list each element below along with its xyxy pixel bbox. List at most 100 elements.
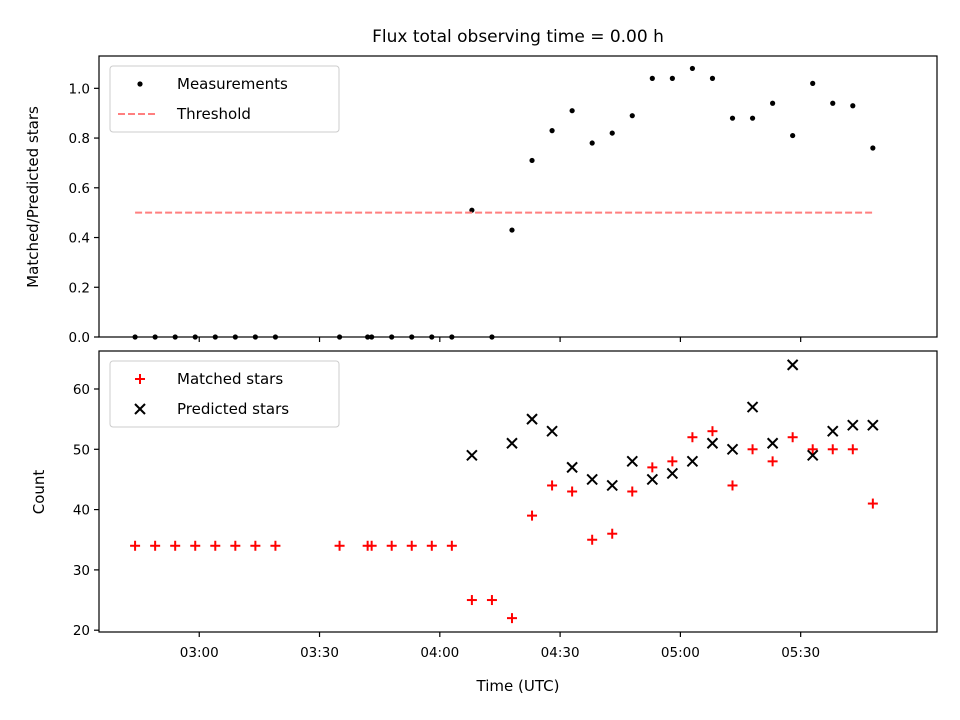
top-y-tick-label: 0.6 [69, 181, 90, 197]
top-data-point [569, 108, 575, 114]
top-data-point [429, 334, 435, 340]
bottom-data-point [667, 456, 678, 467]
bottom-legend-label: Predicted stars [177, 400, 289, 418]
bottom-data-point [687, 432, 698, 443]
top-y-tick-label: 0.0 [69, 330, 90, 346]
bottom-data-point [786, 359, 799, 371]
bottom-data-point [827, 444, 838, 455]
bottom-x-tick-label: 05:00 [661, 645, 700, 661]
bottom-series-2 [466, 359, 879, 492]
bottom-y-tick-label: 50 [73, 442, 90, 458]
bottom-data-point [466, 449, 478, 462]
bottom-data-point [666, 467, 679, 480]
top-data-point [589, 140, 595, 146]
top-legend-label: Threshold [176, 105, 251, 123]
bottom-data-point [606, 479, 618, 492]
bottom-x-tick-label: 05:30 [781, 645, 820, 661]
bottom-data-point [466, 595, 477, 606]
bottom-data-point [170, 540, 181, 551]
bottom-data-point [767, 456, 778, 467]
bottom-data-point [627, 486, 638, 497]
top-data-point [529, 157, 535, 164]
top-data-point [252, 334, 258, 340]
bottom-legend-label: Matched stars [177, 370, 283, 388]
top-data-point [365, 334, 371, 340]
top-data-point [609, 130, 615, 136]
top-data-point [689, 65, 696, 72]
bottom-y-axis-label: Count [30, 470, 48, 515]
bottom-data-point [406, 540, 417, 551]
bottom-data-point [446, 540, 457, 551]
bottom-x-tick-label: 03:30 [300, 645, 339, 661]
top-y-tick-label: 1.0 [69, 81, 90, 97]
bottom-x-tick-label: 04:00 [420, 645, 459, 661]
top-y-tick-label: 0.4 [69, 231, 90, 247]
top-legend-box [109, 65, 340, 133]
bottom-data-point [746, 401, 759, 413]
bottom-y-tick-label: 20 [73, 623, 90, 639]
bottom-data-point [566, 461, 578, 474]
bottom-data-point [546, 425, 558, 437]
top-data-point [272, 334, 279, 340]
bottom-data-point [270, 540, 281, 551]
top-axes-frame [98, 55, 938, 338]
top-data-point [850, 103, 856, 109]
top-data-point [469, 207, 475, 213]
x-axis-label: Time (UTC) [476, 677, 560, 695]
top-data-point [389, 334, 395, 340]
top-data-point [629, 113, 635, 119]
bottom-data-point [426, 540, 437, 551]
top-data-point [212, 334, 218, 340]
bottom-y-tick-label: 30 [73, 563, 90, 579]
top-legend-label: Measurements [177, 75, 288, 93]
bottom-data-point [727, 480, 738, 491]
bottom-axes-frame [98, 350, 938, 633]
top-y-axis-label: Matched/Predicted stars [24, 106, 42, 288]
bottom-data-point [567, 486, 578, 497]
bottom-data-point [386, 540, 397, 551]
top-data-point [649, 75, 655, 81]
top-data-point [870, 145, 876, 151]
bottom-y-tick-label: 40 [73, 503, 90, 519]
bottom-data-point [706, 437, 719, 449]
bottom-data-point [867, 498, 878, 509]
bottom-x-tick-label: 03:00 [180, 645, 219, 661]
bottom-data-point [486, 595, 497, 606]
bottom-data-point [190, 540, 201, 551]
bottom-plot-area: 20 30 40 50 60 03:00 03:30 04:00 04:30 05:00 05:30 [73, 350, 938, 661]
bottom-legend-box [109, 360, 340, 428]
bottom-data-point [587, 534, 598, 545]
bottom-data-point [787, 432, 798, 443]
bottom-data-point [686, 455, 699, 468]
bottom-data-point [626, 455, 638, 468]
bottom-data-point [766, 437, 779, 449]
bottom-data-point [847, 444, 858, 455]
bottom-data-point [250, 540, 261, 551]
top-data-point [770, 100, 776, 106]
top-data-point [729, 115, 736, 121]
top-data-point [790, 132, 796, 139]
bottom-data-point [150, 540, 161, 551]
top-data-point [172, 334, 178, 340]
top-data-point [192, 334, 198, 340]
bottom-data-point [506, 613, 517, 624]
top-data-point [830, 100, 836, 106]
top-data-point [369, 334, 375, 340]
top-chart-title: Flux total observing time = 0.00 h [372, 27, 664, 47]
top-y-tick-label: 0.2 [69, 280, 90, 296]
bottom-legend-swatch [134, 403, 146, 415]
bottom-legend-swatch [135, 374, 145, 384]
bottom-data-point [646, 473, 659, 486]
bottom-series-1 [130, 426, 878, 624]
top-data-point [232, 334, 238, 340]
bottom-data-point [366, 540, 377, 551]
top-y-tick-label: 0.8 [69, 131, 90, 147]
top-data-point [152, 334, 158, 340]
top-legend-swatch [137, 81, 143, 87]
top-data-point [810, 80, 816, 86]
bottom-legend: Matched stars Predicted stars [109, 360, 340, 428]
top-data-point [409, 334, 415, 340]
bottom-data-point [230, 540, 241, 551]
bottom-data-point [807, 444, 818, 455]
